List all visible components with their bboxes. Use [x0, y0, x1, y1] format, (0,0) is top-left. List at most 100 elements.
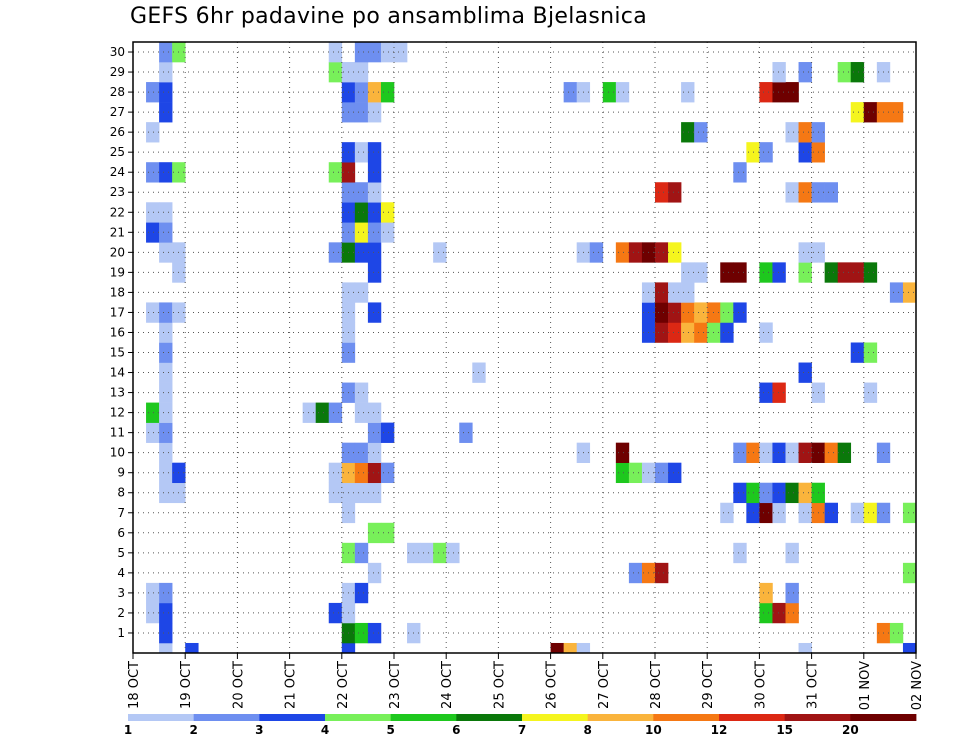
heatmap-cell	[681, 282, 695, 303]
heatmap-cell	[798, 242, 812, 263]
heatmap-cell	[367, 202, 382, 223]
heatmap-cell	[354, 242, 369, 263]
y-tick-label: 9	[117, 466, 125, 480]
heatmap-cell	[367, 302, 382, 323]
heatmap-cell	[655, 562, 669, 584]
legend-swatch	[850, 714, 917, 721]
heatmap-cell	[367, 622, 382, 644]
heatmap-cell	[733, 442, 747, 463]
heatmap-cell	[159, 342, 173, 363]
heatmap-cell	[655, 182, 669, 203]
heatmap-cell	[850, 262, 865, 283]
y-tick-label: 18	[110, 285, 125, 299]
heatmap-cell	[380, 82, 395, 103]
legend-swatch	[587, 714, 654, 721]
heatmap-cell	[159, 242, 173, 263]
heatmap-cell	[380, 202, 395, 223]
heatmap-cell	[146, 202, 160, 223]
heatmap-cell	[146, 302, 160, 323]
y-tick-label: 17	[110, 305, 125, 319]
heatmap-cell	[628, 242, 643, 263]
y-tick-label: 20	[110, 245, 125, 259]
heatmap-cell	[159, 42, 173, 63]
legend-label: 7	[518, 723, 526, 737]
heatmap-cell	[159, 302, 173, 323]
heatmap-cell	[394, 42, 408, 63]
heatmap-cell	[785, 482, 799, 504]
heatmap-cell	[681, 82, 695, 103]
heatmap-cell	[354, 62, 369, 83]
heatmap-cell	[433, 542, 447, 564]
heatmap-cell	[354, 442, 369, 463]
heatmap-cell	[628, 462, 643, 484]
legend-swatch	[784, 714, 851, 721]
heatmap-cell	[759, 482, 773, 504]
heatmap-cell	[146, 602, 160, 624]
heatmap-cell	[824, 502, 838, 524]
heatmap-cell	[146, 122, 160, 143]
heatmap-cell	[159, 482, 173, 504]
y-tick-label: 14	[110, 366, 125, 380]
heatmap-cell	[824, 442, 838, 463]
heatmap-cell	[563, 642, 577, 654]
y-tick-label: 29	[110, 65, 125, 79]
legend-label: 1	[124, 723, 132, 737]
heatmap-cell	[302, 402, 316, 423]
heatmap-cell	[798, 182, 812, 203]
heatmap-cell	[824, 262, 838, 283]
y-tick-label: 25	[110, 145, 125, 159]
heatmap-cell	[668, 182, 682, 203]
legend-label: 10	[645, 723, 662, 737]
heatmap-cell	[159, 622, 173, 644]
heatmap-cell	[328, 242, 343, 263]
heatmap-cell	[837, 62, 852, 83]
x-axis: 18 OCT 19 OCT 20 OCT 21 OCT 22 OCT 23 OCT 24 O…	[127, 653, 925, 710]
legend-swatch	[653, 714, 720, 721]
heatmap-cell	[668, 462, 682, 484]
heatmap-cell	[328, 482, 343, 504]
heatmap-cell	[563, 82, 577, 103]
y-tick-label: 5	[117, 546, 125, 560]
heatmap-cell	[863, 342, 878, 363]
heatmap-cell	[341, 642, 356, 654]
heatmap-cell	[668, 302, 682, 323]
legend-label: 15	[776, 723, 793, 737]
heatmap-cell	[759, 602, 773, 624]
heatmap-cell	[354, 622, 369, 644]
heatmap-cell	[159, 582, 173, 604]
heatmap-cell	[146, 82, 160, 103]
heatmap-cell	[367, 442, 382, 463]
heatmap-cell	[159, 642, 173, 654]
chart-title: GEFS 6hr padavine po ansamblima Bjelasni…	[130, 4, 647, 29]
heatmap-cell	[694, 122, 708, 143]
heatmap-cell	[902, 642, 917, 654]
heatmap-cell	[785, 182, 799, 203]
heatmap-cell	[798, 362, 812, 383]
heatmap-cell	[615, 82, 630, 103]
heatmap-cell	[681, 322, 695, 343]
x-tick-label: 25 OCT	[492, 661, 507, 709]
heatmap-cell	[159, 62, 173, 83]
y-tick-label: 8	[117, 486, 125, 500]
y-tick-label: 3	[117, 586, 125, 600]
heatmap-cell	[759, 382, 773, 403]
heatmap-cell	[837, 262, 852, 283]
heatmap-cell	[367, 562, 382, 584]
heatmap-cell	[655, 282, 669, 303]
heatmap-cell	[681, 122, 695, 143]
x-tick-label: 01 NOV	[858, 661, 873, 710]
heatmap-cell	[367, 422, 382, 443]
x-tick-label: 20 OCT	[231, 661, 246, 709]
heatmap-cell	[328, 162, 343, 183]
heatmap-cell	[798, 142, 812, 163]
heatmap-cell	[380, 222, 395, 243]
heatmap-cell	[772, 482, 786, 504]
legend-label: 20	[842, 723, 859, 737]
y-tick-label: 12	[110, 406, 125, 420]
heatmap-cell	[354, 222, 369, 243]
heatmap-cells	[146, 42, 917, 654]
legend-label: 6	[452, 723, 460, 737]
heatmap-cell	[159, 322, 173, 343]
x-tick-label: 22 OCT	[336, 661, 351, 709]
